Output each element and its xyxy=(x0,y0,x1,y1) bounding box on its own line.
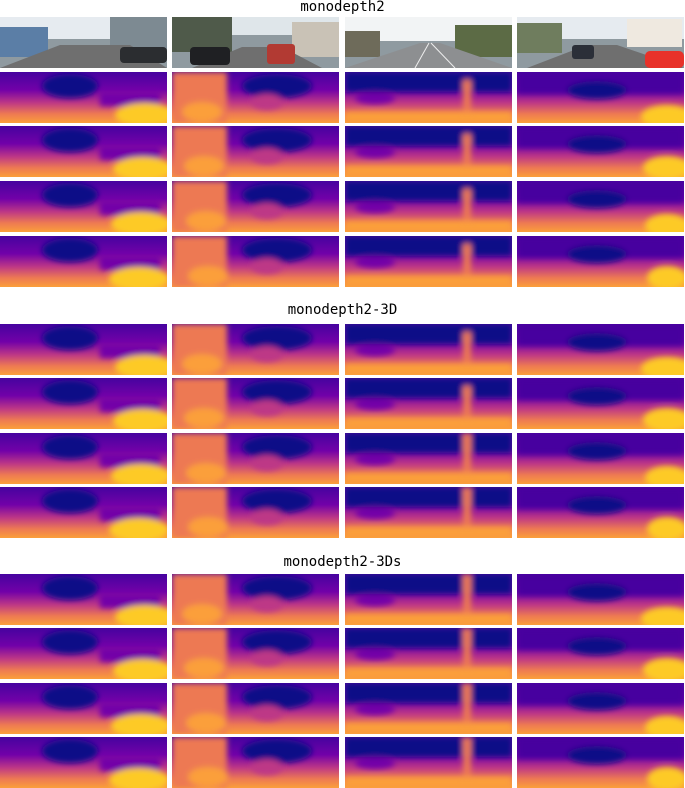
street-photo-icon xyxy=(517,17,684,68)
depth-map-monodepth2-3ds-row1-scene-3 xyxy=(345,574,512,625)
street-photo-icon xyxy=(345,17,512,68)
depth-map-monodepth2-row4-scene-4 xyxy=(517,236,684,287)
depth-map-monodepth2-3ds-row3-scene-3 xyxy=(345,683,512,734)
depth-map-monodepth2-row3-scene-3 xyxy=(345,181,512,232)
depth-map-monodepth2-3ds-row3-scene-2 xyxy=(172,683,339,734)
depth-map-monodepth2-3ds-row4-scene-3 xyxy=(345,737,512,788)
depth-map-monodepth2-3d-row1-scene-1 xyxy=(0,324,167,375)
depth-map-monodepth2-row4-scene-1 xyxy=(0,236,167,287)
depth-map-monodepth2-3ds-row2-scene-3 xyxy=(345,628,512,679)
depth-map-monodepth2-3d-row3-scene-3 xyxy=(345,433,512,484)
depth-map-monodepth2-row4-scene-2 xyxy=(172,236,339,287)
depth-map-monodepth2-row2-scene-4 xyxy=(517,126,684,177)
depth-map-monodepth2-row4-scene-3 xyxy=(345,236,512,287)
depth-map-monodepth2-3ds-row2-scene-1 xyxy=(0,628,167,679)
depth-map-monodepth2-row3-scene-1 xyxy=(0,181,167,232)
depth-map-monodepth2-3d-row4-scene-2 xyxy=(172,487,339,538)
depth-map-monodepth2-3d-row1-scene-3 xyxy=(345,324,512,375)
depth-map-monodepth2-3ds-row2-scene-2 xyxy=(172,628,339,679)
street-photo-icon xyxy=(172,17,339,68)
depth-map-monodepth2-3ds-row1-scene-4 xyxy=(517,574,684,625)
depth-map-monodepth2-row2-scene-1 xyxy=(0,126,167,177)
depth-map-monodepth2-row3-scene-2 xyxy=(172,181,339,232)
depth-map-monodepth2-row2-scene-2 xyxy=(172,126,339,177)
depth-map-monodepth2-row3-scene-4 xyxy=(517,181,684,232)
depth-map-monodepth2-3d-row2-scene-3 xyxy=(345,378,512,429)
depth-map-monodepth2-3ds-row3-scene-1 xyxy=(0,683,167,734)
depth-map-monodepth2-3d-row2-scene-1 xyxy=(0,378,167,429)
depth-map-monodepth2-3d-row4-scene-3 xyxy=(345,487,512,538)
depth-map-monodepth2-3d-row4-scene-4 xyxy=(517,487,684,538)
section-title-monodepth2-3d: monodepth2-3D xyxy=(287,302,398,318)
depth-map-monodepth2-3ds-row2-scene-4 xyxy=(517,628,684,679)
depth-map-monodepth2-3d-row1-scene-2 xyxy=(172,324,339,375)
depth-map-monodepth2-3d-row3-scene-2 xyxy=(172,433,339,484)
section-title-monodepth2-3ds: monodepth2-3Ds xyxy=(283,554,402,570)
depth-map-monodepth2-row1-scene-4 xyxy=(517,72,684,123)
depth-map-monodepth2-3d-row3-scene-4 xyxy=(517,433,684,484)
section-title-monodepth2: monodepth2 xyxy=(300,0,385,15)
street-photo-icon xyxy=(0,17,167,68)
depth-map-monodepth2-row2-scene-3 xyxy=(345,126,512,177)
depth-map-monodepth2-3ds-row4-scene-4 xyxy=(517,737,684,788)
depth-map-monodepth2-row1-scene-2 xyxy=(172,72,339,123)
depth-map-monodepth2-3ds-row1-scene-1 xyxy=(0,574,167,625)
depth-map-monodepth2-3d-row2-scene-2 xyxy=(172,378,339,429)
depth-map-monodepth2-3ds-row4-scene-2 xyxy=(172,737,339,788)
depth-map-monodepth2-3d-row1-scene-4 xyxy=(517,324,684,375)
depth-map-monodepth2-3d-row2-scene-4 xyxy=(517,378,684,429)
depth-map-monodepth2-row1-scene-1 xyxy=(0,72,167,123)
depth-map-monodepth2-3d-row3-scene-1 xyxy=(0,433,167,484)
depth-map-monodepth2-row1-scene-3 xyxy=(345,72,512,123)
depth-map-monodepth2-3ds-row3-scene-4 xyxy=(517,683,684,734)
depth-map-monodepth2-3ds-row4-scene-1 xyxy=(0,737,167,788)
depth-map-monodepth2-3ds-row1-scene-2 xyxy=(172,574,339,625)
depth-map-monodepth2-3d-row4-scene-1 xyxy=(0,487,167,538)
